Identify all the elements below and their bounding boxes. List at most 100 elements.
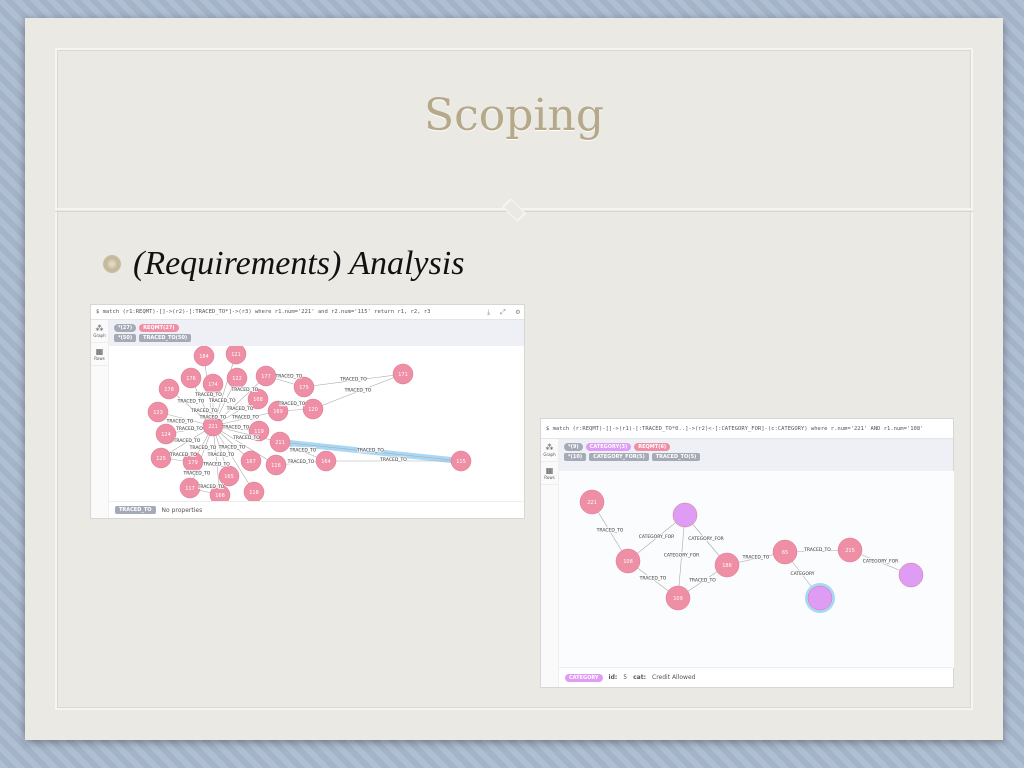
graph-node[interactable]	[772, 539, 798, 565]
edge-label: TRACED_TO	[222, 425, 250, 431]
edge-label-bg	[176, 425, 203, 431]
edge-label-bg	[275, 373, 302, 379]
query-bar[interactable]: $ match (r:REQMT)-[]->(r1)-[:TRACED_TO*0…	[541, 419, 953, 439]
id-key: id:	[608, 674, 618, 681]
node-label: 215	[845, 548, 855, 554]
graph-node[interactable]	[450, 450, 472, 472]
all-rels-tag[interactable]: *(10)	[564, 453, 587, 461]
cat-value: Credit Allowed	[652, 674, 696, 681]
node-label: 123	[153, 410, 163, 416]
properties-text: No properties	[161, 506, 203, 514]
graph-node[interactable]	[147, 401, 169, 423]
edge-label-bg	[357, 447, 384, 453]
graph-node[interactable]	[837, 537, 863, 563]
node-label: 165	[224, 474, 234, 480]
node-label: 116	[271, 463, 281, 469]
expand-icon[interactable]: ⤢	[500, 308, 506, 316]
graph-node[interactable]	[672, 502, 698, 528]
node-label: 65	[782, 550, 788, 556]
edge-label: TRACED_TO	[226, 406, 254, 412]
reqmt-pill[interactable]: REQMT(27)	[139, 324, 179, 332]
edge-label: TRACED_TO	[197, 484, 225, 490]
edge-label-bg	[197, 483, 225, 489]
edge-label-bg	[863, 558, 898, 564]
edge-label: TRACED_TO	[274, 374, 302, 380]
node-label: 169	[273, 409, 283, 415]
neo4j-result-panel-2: $ match (r:REQMT)-[]->(r1)-[:TRACED_TO*0…	[540, 418, 954, 688]
legend: *(9) CATEGORY(3) REQMT(6) *(10) CATEGORY_FO…	[559, 439, 953, 471]
graph-view-button[interactable]: ⁂ Graph	[541, 439, 558, 462]
graph-node[interactable]	[247, 388, 269, 410]
graph-node[interactable]	[293, 376, 315, 398]
graph-node[interactable]	[615, 548, 641, 574]
edge-label-bg	[207, 451, 235, 457]
bullet-icon	[105, 257, 119, 271]
graph-node[interactable]	[579, 489, 605, 515]
traced-to-tag[interactable]: TRACED_TO(5)	[651, 453, 701, 461]
graph-node[interactable]	[243, 481, 265, 502]
edge-label: TRACED_TO	[232, 435, 260, 441]
node-label: 171	[398, 372, 408, 378]
reqmt-pill[interactable]: REQMT(6)	[634, 443, 671, 451]
graph-node[interactable]	[225, 346, 247, 365]
edge-label-bg	[183, 469, 210, 476]
graph-node[interactable]	[240, 450, 262, 472]
edge-label: TRACED_TO	[183, 470, 211, 476]
edge-label-bg	[664, 552, 699, 558]
graph-view-button[interactable]: ⁂ Graph	[91, 320, 108, 343]
edge-label-bg	[344, 387, 372, 393]
rows-label: Rows	[544, 475, 555, 480]
edge-label: TRACED_TO	[356, 448, 384, 454]
graph-node[interactable]	[392, 363, 414, 385]
edge-label: TRACED_TO	[688, 578, 716, 584]
graph-icon: ⁂	[95, 324, 104, 333]
graph-canvas[interactable]: TRACED_TO CATEGORY_FOR CATEGORY_FOR CATEGOR…	[559, 471, 954, 668]
graph-node[interactable]	[269, 431, 291, 453]
all-rels-tag[interactable]: *(50)	[114, 334, 137, 342]
all-nodes-pill[interactable]: *(9)	[564, 443, 583, 451]
edge-label-bg	[689, 577, 716, 583]
download-icon[interactable]: ⤓	[487, 308, 491, 316]
gear-icon[interactable]: ⚙	[515, 308, 520, 316]
node-label: 178	[164, 387, 174, 393]
graph-node[interactable]	[315, 450, 337, 472]
edge-label-bg	[804, 546, 831, 552]
edge-label-bg	[688, 535, 724, 541]
query-text: $ match (r1:REQMT)-[]->(r2)-[:TRACED_TO*…	[96, 309, 431, 315]
graph-icon: ⁂	[545, 443, 554, 452]
graph-node[interactable]	[898, 562, 924, 588]
category-for-tag[interactable]: CATEGORY_FOR(5)	[589, 453, 649, 461]
edge-label: TRACED_TO	[218, 445, 246, 451]
rows-view-button[interactable]: ▦ Rows	[541, 462, 558, 485]
edge-label-bg	[222, 424, 250, 430]
graph-node[interactable]	[158, 378, 180, 400]
edge-label: TRACED_TO	[278, 401, 306, 407]
edge-label-bg	[596, 527, 624, 533]
rows-view-button[interactable]: ▦ Rows	[91, 343, 108, 366]
edge-label-bg	[287, 458, 315, 464]
graph-node[interactable]	[665, 585, 691, 611]
category-pill[interactable]: CATEGORY(3)	[585, 443, 632, 451]
graph-canvas[interactable]: TRACED_TO TRACED_TO TRACED_TO TRACED_TO TRAC…	[109, 346, 525, 502]
node-label: 175	[299, 385, 309, 391]
graph-node[interactable]	[714, 552, 740, 578]
graph-node[interactable]	[155, 423, 177, 445]
graph-node[interactable]	[180, 367, 202, 389]
graph-node[interactable]	[193, 346, 215, 367]
graph-node[interactable]	[302, 398, 324, 420]
edge-label-bg	[209, 397, 236, 404]
edge-label: TRACED_TO	[173, 438, 201, 444]
edge-label-bg	[231, 386, 258, 392]
graph-node[interactable]	[150, 447, 172, 469]
bullet-item: (Requirements) Analysis	[105, 245, 464, 283]
graph-node[interactable]	[265, 454, 287, 476]
traced-to-tag[interactable]: TRACED_TO(50)	[139, 334, 192, 342]
graph-node[interactable]	[807, 585, 833, 611]
table-icon: ▦	[95, 347, 104, 356]
edge-label: TRACED_TO	[177, 399, 205, 405]
query-bar[interactable]: $ match (r1:REQMT)-[]->(r2)-[:TRACED_TO*…	[91, 305, 524, 320]
edge-label-bg	[203, 461, 230, 467]
edge[interactable]	[212, 425, 255, 493]
node-label: 125	[156, 456, 166, 462]
all-nodes-pill[interactable]: *(27)	[114, 324, 137, 332]
